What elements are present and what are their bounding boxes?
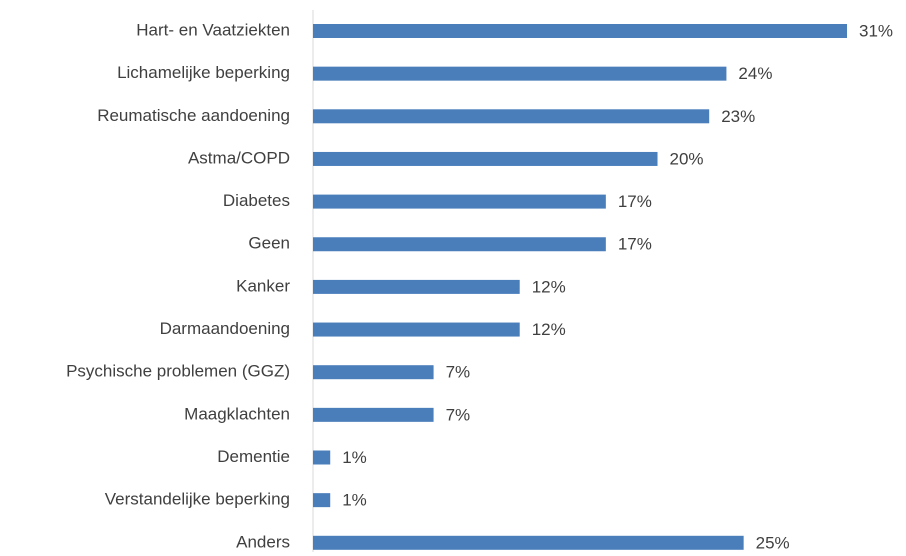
category-label: Geen	[248, 234, 290, 253]
value-label: 23%	[721, 107, 755, 126]
category-label: Darmaandoening	[160, 319, 290, 338]
category-label: Hart- en Vaatziekten	[136, 20, 290, 39]
category-label: Maagklachten	[184, 404, 290, 423]
value-label: 7%	[446, 405, 471, 424]
value-label: 31%	[859, 21, 893, 40]
value-label: 12%	[532, 277, 566, 296]
bar	[313, 109, 710, 124]
bar	[313, 450, 331, 465]
bar	[313, 151, 658, 166]
bar	[313, 24, 847, 38]
category-label: Diabetes	[223, 191, 290, 210]
value-label: 12%	[532, 320, 566, 339]
bar	[313, 407, 434, 422]
bar	[313, 279, 520, 294]
value-label: 24%	[738, 64, 772, 83]
category-label: Psychische problemen (GGZ)	[66, 362, 290, 381]
bar	[313, 535, 744, 550]
category-label: Verstandelijke beperking	[105, 490, 290, 509]
value-label: 1%	[342, 491, 367, 510]
category-label: Dementie	[217, 447, 290, 466]
bar	[313, 194, 606, 209]
value-label: 20%	[670, 149, 704, 168]
bar	[313, 493, 331, 508]
bar	[313, 66, 727, 81]
bar	[313, 237, 606, 252]
category-label: Astma/COPD	[188, 148, 290, 167]
value-label: 25%	[756, 533, 790, 552]
bar	[313, 365, 434, 380]
category-label: Lichamelijke beperking	[117, 63, 290, 82]
category-label: Kanker	[236, 276, 290, 295]
value-label: 7%	[446, 363, 471, 382]
bar	[313, 322, 520, 337]
value-label: 17%	[618, 235, 652, 254]
value-label: 17%	[618, 192, 652, 211]
category-label: Anders	[236, 532, 290, 551]
category-label: Reumatische aandoening	[97, 106, 290, 125]
value-label: 1%	[342, 448, 367, 467]
